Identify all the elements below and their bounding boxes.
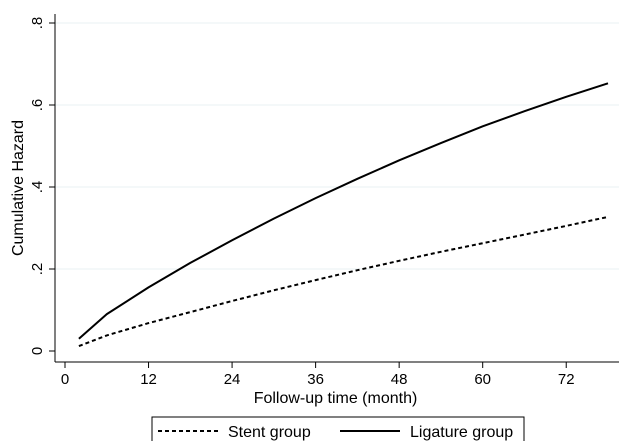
x-tick-label: 72 (558, 371, 575, 388)
y-tick-label: .4 (29, 181, 46, 194)
x-tick-label: 48 (391, 371, 408, 388)
series-lines (78, 82, 609, 348)
y-tick-label: .8 (29, 17, 46, 30)
x-tick-label: 24 (224, 371, 241, 388)
legend-box (151, 416, 525, 441)
y-axis-title: Cumulative Hazard (10, 120, 27, 256)
y-tick-label: 0 (29, 347, 46, 355)
x-tick-label: 0 (61, 371, 69, 388)
y-tick-label: .6 (29, 99, 46, 112)
x-tick-label: 12 (140, 371, 157, 388)
x-tick-label: 60 (474, 371, 491, 388)
x-axis-title: Follow-up time (month) (254, 390, 418, 407)
x-ticks: 0 12 24 36 48 60 72 (61, 362, 575, 388)
series-line-ligature-group (78, 82, 609, 340)
legend-label-stent-group: Stent group (228, 424, 311, 441)
series-line-stent-group (78, 215, 609, 348)
legend: Stent group Ligature group (151, 416, 525, 441)
legend-label-ligature-group: Ligature group (410, 424, 513, 441)
grid-lines (55, 22, 619, 270)
x-tick-label: 36 (307, 371, 324, 388)
y-tick-label: .2 (29, 263, 46, 276)
y-ticks: 0 .2 .4 .6 .8 (29, 17, 55, 355)
